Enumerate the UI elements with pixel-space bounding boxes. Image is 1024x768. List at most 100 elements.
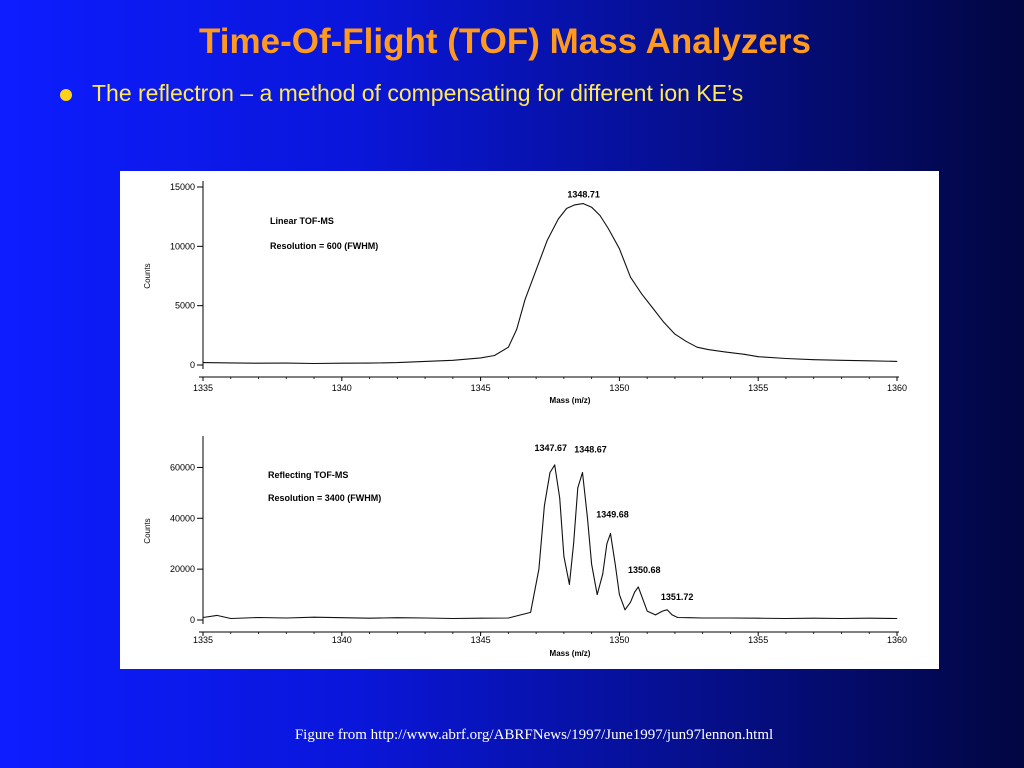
panel2-data-point [630, 601, 631, 603]
bullet-item: The reflectron – a method of compensatin… [60, 80, 743, 107]
panel2-data-point [582, 472, 583, 473]
panel1-data-point [868, 360, 870, 362]
panel2-data-point [868, 617, 870, 619]
panel2-peak-label: 1349.68 [596, 510, 629, 520]
panel2-data-point [563, 556, 565, 557]
panel2-annotation: Resolution = 3400 (FWHM) [268, 493, 381, 503]
panel1-data-point [591, 206, 593, 208]
panel2-data-point [634, 591, 636, 593]
panel2-data-point [677, 617, 679, 618]
panel2-data-point [530, 611, 531, 613]
panel1-data-point [313, 363, 315, 364]
panel1-data-point [566, 207, 568, 209]
panel1-data-point [582, 203, 584, 205]
panel2-data-point [730, 617, 731, 619]
panel2-data-point [230, 618, 232, 619]
panel1-series-line [202, 203, 898, 365]
panel2-data-point [452, 618, 454, 619]
panel2-data-point [614, 563, 616, 565]
panel2-y-tick-label: 0 [190, 615, 195, 625]
panel2-x-tick-label: 1350 [609, 635, 629, 645]
panel2-data-point [202, 617, 204, 618]
panel2-x-tick-label: 1355 [748, 635, 768, 645]
panel2-data-point [637, 586, 639, 588]
panel1-data-point [285, 362, 287, 364]
panel2-data-point [285, 617, 287, 619]
figure-panel: 1335 1340 1345 1350 1355 1360 0 5000 10000 15000 M… [120, 171, 939, 669]
panel1-data-point [202, 362, 204, 364]
panel1-x-tick-label: 1335 [193, 383, 213, 393]
bullet-dot-icon [60, 88, 72, 101]
panel2-data-point [596, 594, 598, 595]
panel2-x-tick-label: 1340 [332, 635, 352, 645]
panel1-x-tick-label: 1340 [332, 383, 352, 393]
panel1-y-tick-label: 10000 [170, 241, 195, 251]
panel2-peak-label: 1348.67 [574, 445, 607, 455]
panel1-x-tick-label: 1350 [609, 383, 629, 393]
panel1-data-point [574, 204, 576, 206]
panel1-data-point [424, 361, 426, 362]
panel1-data-point [813, 359, 815, 361]
slide-title: Time-Of-Flight (TOF) Mass Analyzers [199, 22, 811, 61]
panel1-annotation: Resolution = 600 (FWHM) [270, 241, 378, 251]
panel2-x-axis-label: Mass (m/z) [550, 649, 591, 658]
panel1-data-point [369, 362, 370, 364]
panel2-data-point [507, 617, 509, 619]
panel1-y-tick-label: 15000 [170, 182, 195, 192]
panel2-data-point [662, 610, 663, 612]
bullet-text: The reflectron – a method of compensatin… [92, 80, 744, 106]
panel2-data-point [813, 617, 815, 619]
panel2-x-tick-label: 1360 [887, 635, 907, 645]
panel1-data-point [841, 359, 842, 361]
panel2-data-point [602, 573, 604, 575]
panel2-data-point [544, 505, 545, 506]
panel1-data-point [724, 351, 726, 353]
panel1-data-point [396, 362, 398, 364]
panel1-data-point [674, 333, 676, 335]
panel2-data-point [642, 599, 644, 601]
panel1-data-point [785, 358, 787, 359]
panel2-data-point [688, 617, 690, 619]
panel2-data-point [396, 617, 398, 619]
figure-svg: 1335 1340 1345 1350 1355 1360 0 5000 10000 15000 M… [143, 181, 907, 658]
panel2-series-line [202, 464, 898, 620]
panel1-data-point [685, 340, 687, 342]
panel2-data-point [610, 533, 611, 534]
panel1-data-point [630, 276, 631, 278]
panel2-annotation: Reflecting TOF-MS [268, 470, 348, 480]
panel1-data-point [546, 240, 548, 241]
panel2-data-point [313, 616, 315, 618]
panel1-peak-label: 1348.71 [567, 190, 600, 200]
panel2-data-point [341, 617, 343, 619]
panel1-data-point [652, 307, 654, 309]
panel1-y-tick-label: 0 [190, 360, 195, 370]
panel2-x-tick-label: 1335 [193, 635, 213, 645]
panel2-data-point [646, 610, 648, 612]
panel2-peak-label: 1347.67 [534, 443, 567, 453]
panel2-data-point [480, 617, 481, 619]
panel2-data-point [573, 543, 574, 545]
panel2-data-point [702, 617, 704, 619]
panel1-data-point [707, 349, 709, 350]
panel2-data-point [606, 543, 608, 545]
panel1-data-point [557, 218, 559, 220]
panel2-data-point [591, 563, 593, 565]
panel1-x-tick-label: 1345 [471, 383, 491, 393]
panel1-data-point [452, 359, 454, 361]
panel2-peak-label: 1350.68 [628, 565, 661, 575]
panel1-data-point [619, 248, 620, 250]
panel2-data-point [655, 614, 656, 616]
panel1-data-point [743, 353, 745, 355]
panel2-data-point [624, 609, 626, 611]
panel1-data-point [599, 215, 601, 216]
panel2-y-tick-label: 40000 [170, 513, 195, 523]
panel2-data-point [559, 497, 561, 499]
panel1-data-point [696, 346, 698, 348]
panel2-data-point [538, 568, 540, 570]
panel2-data-point [258, 617, 259, 618]
panel2-data-point [577, 487, 579, 489]
panel2-data-point [424, 617, 426, 619]
panel2-y-tick-label: 20000 [170, 564, 195, 574]
figure-caption: Figure from http://www.abrf.org/ABRFNews… [294, 727, 774, 743]
panel2-data-point [569, 584, 570, 585]
